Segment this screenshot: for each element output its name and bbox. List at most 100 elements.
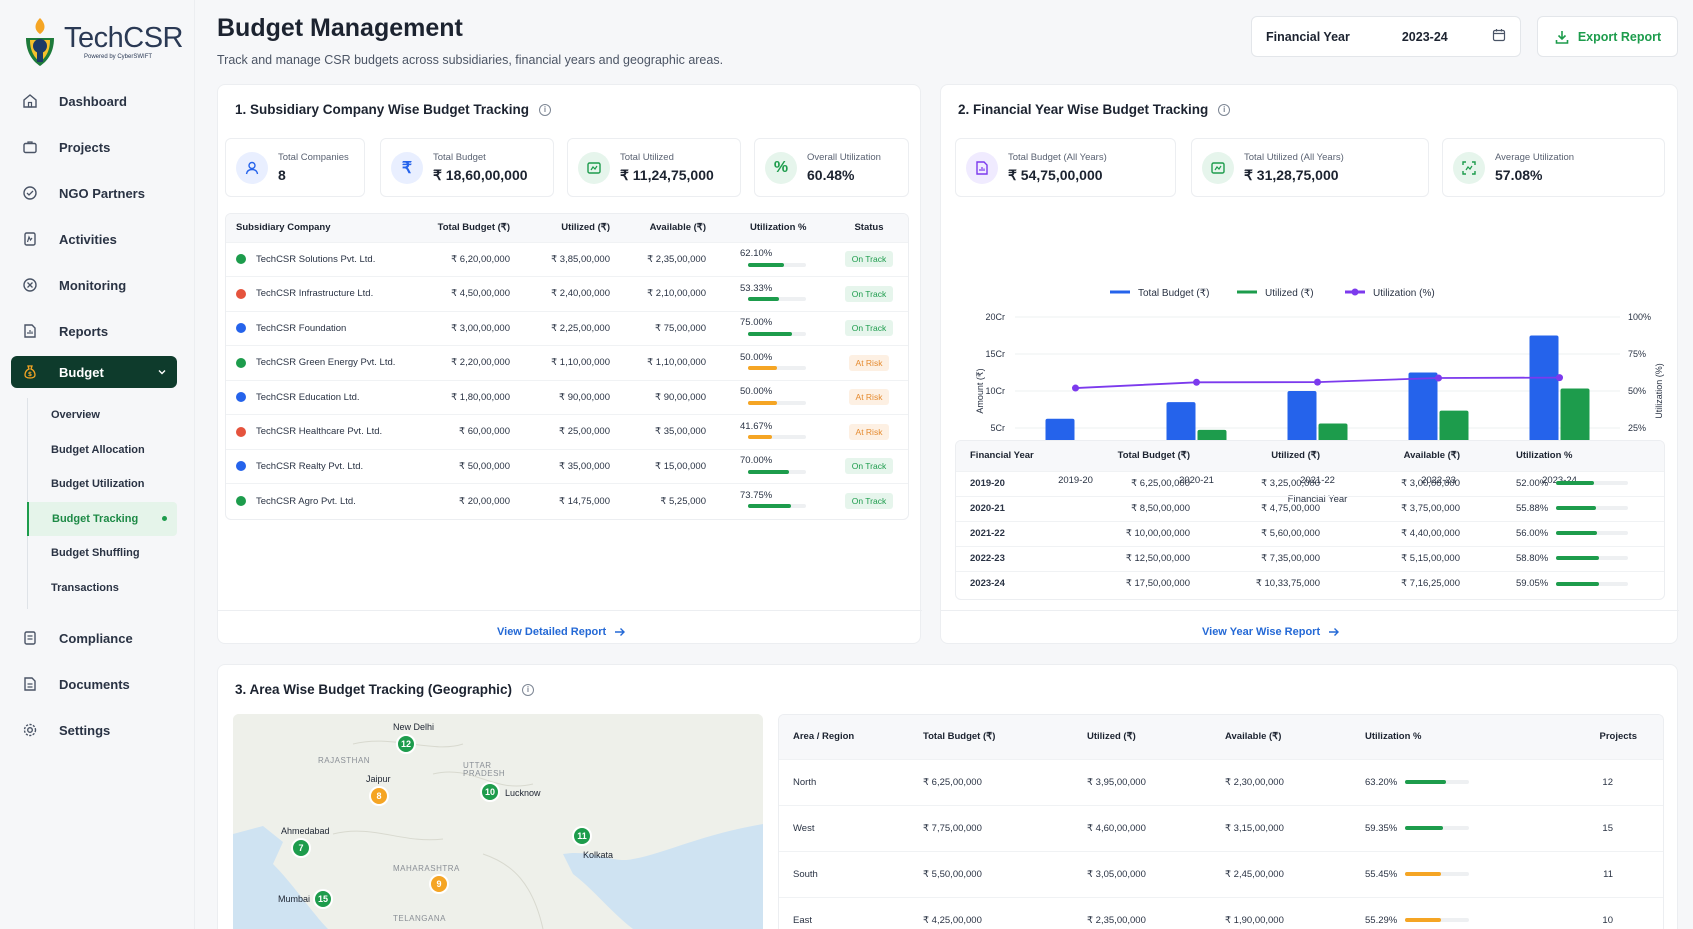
col-total-budget[interactable]: Total Budget (₹): [1086, 441, 1196, 471]
table-row[interactable]: TechCSR Green Energy Pvt. Ltd. ₹ 2,20,00,…: [226, 345, 908, 380]
col-available[interactable]: Available (₹): [1326, 441, 1466, 471]
table-row[interactable]: 2020-21 ₹ 8,50,00,000 ₹ 4,75,00,000 ₹ 3,75,…: [956, 495, 1664, 521]
cell-year: 2021-22: [956, 520, 1086, 546]
table-row[interactable]: East ₹ 4,25,00,000 ₹ 2,35,00,000 ₹ 1,90,00,…: [779, 896, 1663, 929]
table-row[interactable]: South ₹ 5,50,00,000 ₹ 3,05,00,000 ₹ 2,45,00…: [779, 850, 1663, 897]
table-row[interactable]: 2019-20 ₹ 6,25,00,000 ₹ 3,25,00,000 ₹ 3,00,…: [956, 470, 1664, 496]
table-row[interactable]: 2023-24 ₹ 17,50,00,000 ₹ 10,33,75,000 ₹ 7,1…: [956, 570, 1664, 596]
col-status[interactable]: Status: [830, 214, 908, 242]
sidebar-item-monitoring[interactable]: Monitoring: [11, 262, 177, 308]
company-logo-icon: [236, 426, 246, 437]
sidebar-item-budget[interactable]: $ Budget: [11, 356, 177, 388]
col-total-budget[interactable]: Total Budget (₹): [917, 715, 1057, 759]
map-pin[interactable]: 8: [369, 786, 389, 806]
view-year-wise-report-link[interactable]: View Year Wise Report: [1202, 626, 1340, 638]
utilization-bar: [748, 366, 806, 371]
map-pin[interactable]: 10: [480, 782, 500, 802]
export-report-button[interactable]: Export Report: [1537, 16, 1678, 57]
legend-label: Utilization (%): [1373, 288, 1435, 299]
subnav-transactions[interactable]: Transactions: [28, 571, 177, 606]
table-row[interactable]: TechCSR Healthcare Pvt. Ltd. ₹ 60,00,000 ₹…: [226, 414, 908, 449]
stat-value: ₹ 54,75,00,000: [1008, 166, 1103, 183]
cell-available: ₹ 1,10,00,000: [616, 345, 712, 380]
scan-icon: [1453, 151, 1485, 184]
col-utilized[interactable]: Utilized (₹): [1196, 441, 1326, 471]
subnav-budget-utilization[interactable]: Budget Utilization: [28, 467, 177, 502]
col-utilized[interactable]: Utilized (₹): [1057, 715, 1195, 759]
col-total-budget[interactable]: Total Budget (₹): [416, 214, 516, 242]
briefcase-icon: [21, 138, 39, 156]
cell-budget: ₹ 12,50,00,000: [1086, 545, 1196, 571]
techcsr-logo[interactable]: TechCSR Powered by CyberSWIFT: [20, 14, 183, 69]
col-projects[interactable]: Projects: [1565, 715, 1663, 759]
subnav-budget-tracking[interactable]: Budget Tracking: [27, 501, 177, 536]
subnav-label: Budget Utilization: [51, 478, 145, 491]
info-icon[interactable]: i: [1218, 103, 1231, 116]
table-row[interactable]: West ₹ 7,75,00,000 ₹ 4,60,00,000 ₹ 3,15,00,…: [779, 804, 1663, 851]
stat-label: Total Utilized: [620, 151, 674, 163]
map-pin[interactable]: 9: [429, 874, 449, 894]
map-pin[interactable]: 11: [572, 826, 592, 846]
cell-budget: ₹ 5,50,00,000: [917, 850, 1057, 897]
fy-value: 2023-24: [1401, 29, 1448, 44]
table-row[interactable]: TechCSR Realty Pvt. Ltd. ₹ 50,00,000 ₹ 35,…: [226, 448, 908, 484]
sidebar-item-reports[interactable]: Reports: [11, 308, 177, 354]
subnav-budget-allocation[interactable]: Budget Allocation: [28, 433, 177, 468]
table-row[interactable]: TechCSR Agro Pvt. Ltd. ₹ 20,00,000 ₹ 14,75…: [226, 483, 908, 518]
col-utilized[interactable]: Utilized (₹): [516, 214, 616, 242]
stat-total-companies: Total Companies 8: [225, 138, 365, 197]
view-detailed-report-link[interactable]: View Detailed Report: [497, 626, 626, 638]
table-row[interactable]: 2021-22 ₹ 10,00,00,000 ₹ 5,60,00,000 ₹ 4,40…: [956, 520, 1664, 546]
cell-pct: 70.00%: [740, 455, 773, 467]
financial-year-select[interactable]: Financial Year 2023-24: [1251, 16, 1521, 57]
utilization-bar: [748, 469, 806, 474]
sidebar-item-projects[interactable]: Projects: [11, 124, 177, 170]
subnav-budget-shuffling[interactable]: Budget Shuffling: [28, 536, 177, 571]
sidebar-item-dashboard[interactable]: Dashboard: [11, 78, 177, 124]
table-row[interactable]: TechCSR Solutions Pvt. Ltd. ₹ 6,20,00,000…: [226, 241, 908, 277]
col-company[interactable]: Subsidiary Company: [226, 214, 416, 242]
cell-area: West: [779, 804, 917, 851]
cell-utilized: ₹ 90,00,000: [516, 379, 616, 415]
status-badge: On Track: [844, 493, 894, 509]
cell-area: North: [779, 758, 917, 805]
col-utilization[interactable]: Utilization %: [712, 214, 830, 242]
sidebar-item-settings[interactable]: Settings: [11, 707, 177, 753]
col-utilization[interactable]: Utilization %: [1335, 715, 1565, 759]
financial-year-table: Financial Year Total Budget (₹) Utilized…: [955, 440, 1665, 600]
table-row[interactable]: TechCSR Foundation ₹ 3,00,00,000 ₹ 2,25,00…: [226, 310, 908, 346]
col-area[interactable]: Area / Region: [779, 715, 917, 759]
info-icon[interactable]: i: [521, 683, 534, 696]
col-utilization[interactable]: Utilization %: [1466, 441, 1664, 471]
col-financial-year[interactable]: Financial Year: [956, 441, 1086, 471]
sidebar-item-ngo-partners[interactable]: NGO Partners: [11, 170, 177, 216]
cell-available: ₹ 5,25,000: [616, 483, 712, 518]
map-pin[interactable]: 7: [291, 838, 311, 858]
cell-available: ₹ 2,45,00,000: [1195, 850, 1335, 897]
cell-projects: 12: [1565, 758, 1663, 805]
status-badge: On Track: [844, 285, 894, 302]
sidebar-item-compliance[interactable]: Compliance: [11, 615, 177, 661]
india-map[interactable]: RAJASTHAN UTTAR PRADESH MAHARASHTRA TELA…: [233, 714, 763, 929]
col-available[interactable]: Available (₹): [1195, 715, 1335, 759]
table-row[interactable]: North ₹ 6,25,00,000 ₹ 3,95,00,000 ₹ 2,30,00…: [779, 758, 1663, 805]
cell-utilized: ₹ 14,75,000: [516, 483, 616, 518]
cell-pct: 55.88%: [1516, 503, 1549, 514]
map-pin[interactable]: 12: [396, 734, 416, 754]
company-logo-icon: [236, 288, 246, 299]
sidebar-item-activities[interactable]: Activities: [11, 216, 177, 262]
table-row[interactable]: TechCSR Education Ltd. ₹ 1,80,00,000 ₹ 90,…: [226, 379, 908, 415]
link-label: View Year Wise Report: [1202, 626, 1321, 638]
subnav-overview[interactable]: Overview: [28, 398, 177, 433]
sidebar-item-documents[interactable]: Documents: [11, 661, 177, 707]
map-pin[interactable]: 15: [313, 889, 333, 909]
cell-budget: ₹ 50,00,000: [416, 448, 516, 484]
target-icon: [21, 276, 39, 294]
status-badge: At Risk: [848, 423, 890, 440]
table-row[interactable]: TechCSR Infrastructure Ltd. ₹ 4,50,00,000…: [226, 276, 908, 311]
col-available[interactable]: Available (₹): [616, 214, 712, 242]
info-icon[interactable]: i: [538, 103, 551, 116]
table-row[interactable]: 2022-23 ₹ 12,50,00,000 ₹ 7,35,00,000 ₹ 5,15…: [956, 545, 1664, 571]
cell-available: ₹ 3,75,00,000: [1326, 495, 1466, 521]
company-logo-icon: [236, 357, 246, 368]
